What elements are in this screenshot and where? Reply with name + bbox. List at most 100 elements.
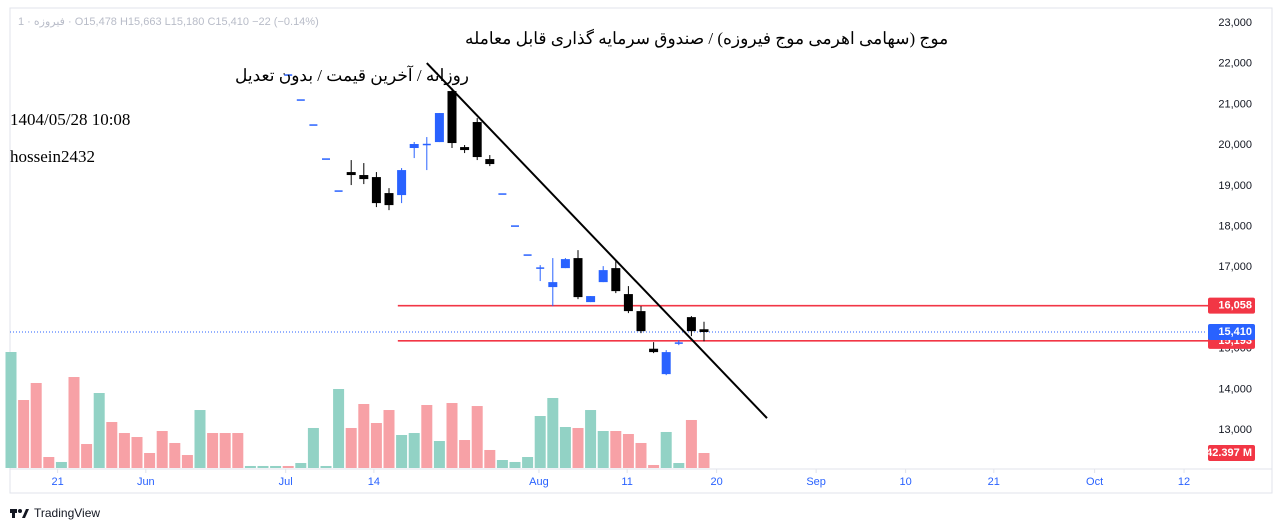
- x-tick-label: Aug: [529, 476, 549, 488]
- y-tick-label: 22,000: [1218, 58, 1252, 70]
- volume-bar: [673, 463, 685, 468]
- candle-body: [409, 144, 419, 149]
- candle-body: [623, 294, 633, 312]
- volume-bar: [509, 461, 521, 468]
- price-label: 15,410: [1218, 326, 1252, 338]
- volume-bar: [131, 437, 143, 468]
- y-tick-label: 18,000: [1218, 220, 1252, 232]
- x-tick-label: Jul: [279, 476, 293, 488]
- volume-label: 42.397 M: [1206, 447, 1252, 459]
- volume-bar: [106, 422, 118, 468]
- candle-body: [636, 311, 646, 332]
- candle-body: [649, 348, 659, 353]
- volume-bar: [169, 442, 181, 468]
- candle-body: [611, 268, 621, 292]
- volume-bar: [320, 465, 332, 468]
- volume-bar: [534, 415, 546, 468]
- volume-bar: [194, 410, 206, 468]
- volume-bar: [383, 410, 395, 468]
- volume-bar: [433, 441, 445, 468]
- volume-bar: [81, 444, 93, 468]
- plot: 13,00014,00015,00016,00017,00018,00019,0…: [5, 17, 1255, 488]
- volume-bar: [282, 465, 294, 468]
- candle-body: [548, 282, 558, 288]
- volume-bar: [547, 397, 559, 468]
- chart-title: موج (سهامی اهرمی موج فیروزه) / صندوق سرم…: [465, 28, 948, 49]
- chart-subtitle: روزانه / آخرین قیمت / بدون تعدیل: [235, 64, 469, 86]
- volume-bar: [396, 434, 408, 468]
- volume-bar: [572, 427, 584, 468]
- volume-bar: [43, 456, 55, 468]
- volume-bar: [156, 430, 168, 468]
- volume-bar: [345, 427, 357, 468]
- volume-bar: [270, 465, 282, 468]
- volume-bar: [459, 440, 471, 468]
- x-tick-label: 10: [899, 476, 911, 488]
- candle-body: [359, 175, 369, 180]
- volume-bar: [181, 455, 193, 468]
- volume-bar: [144, 453, 156, 468]
- x-tick-label: 14: [368, 476, 380, 488]
- volume-bar: [585, 410, 597, 468]
- candle-body: [472, 122, 482, 158]
- x-tick-label: 21: [988, 476, 1000, 488]
- candle-body: [447, 91, 457, 144]
- timestamp: 1404/05/28 10:08: [10, 110, 130, 129]
- candle-body: [586, 296, 596, 303]
- y-tick-label: 14,000: [1218, 383, 1252, 395]
- volume-bar: [295, 463, 307, 468]
- brand: TradingView: [34, 506, 100, 520]
- candle-body: [371, 177, 381, 204]
- x-tick-label: Jun: [137, 476, 155, 488]
- volume-bar: [5, 352, 17, 468]
- x-tick-label: 21: [51, 476, 63, 488]
- volume-bar: [496, 460, 508, 468]
- candle-body: [434, 113, 444, 143]
- frame: [9, 7, 1273, 494]
- y-tick-label: 21,000: [1218, 98, 1252, 110]
- volume-bar: [660, 431, 672, 468]
- volume-bar: [648, 464, 660, 468]
- candle-body: [346, 172, 356, 176]
- volume-bar: [18, 400, 30, 468]
- author: hossein2432: [10, 147, 95, 166]
- candle-body: [485, 159, 495, 165]
- volume-bar: [358, 404, 370, 468]
- volume-bar: [118, 433, 130, 468]
- volume-bar: [93, 393, 105, 468]
- y-tick-label: 23,000: [1218, 17, 1252, 29]
- volume-bar: [30, 382, 42, 468]
- volume-bar: [333, 389, 345, 468]
- volume-bar: [55, 461, 67, 468]
- volume-bar: [232, 433, 244, 468]
- candle-body: [397, 170, 407, 196]
- volume-bar: [597, 430, 609, 468]
- x-tick-label: Oct: [1086, 476, 1103, 488]
- candle-body: [661, 352, 671, 375]
- volume-bar: [207, 433, 219, 468]
- volume-bar: [471, 406, 483, 468]
- x-tick-label: 20: [710, 476, 722, 488]
- volume-bar: [559, 427, 571, 468]
- trendline: [426, 62, 768, 419]
- volume-bar: [635, 442, 647, 468]
- y-tick-label: 19,000: [1218, 180, 1252, 192]
- y-tick-label: 20,000: [1218, 139, 1252, 151]
- legend-line: 1 · فیروزه · O15,478 H15,663 L15,180 C15…: [18, 16, 319, 28]
- volume-bar: [307, 427, 319, 468]
- x-tick-label: 12: [1178, 476, 1190, 488]
- candle-body: [384, 193, 394, 206]
- x-tick-label: 11: [621, 476, 632, 488]
- volume-bar: [685, 419, 697, 468]
- y-tick-label: 17,000: [1218, 261, 1252, 273]
- candle-body: [598, 270, 608, 283]
- volume-bar: [610, 430, 622, 468]
- candle-body: [573, 258, 583, 298]
- volume-bar: [446, 403, 458, 468]
- volume-bar: [408, 433, 420, 468]
- volume-bar: [421, 404, 433, 468]
- level-box: [1208, 297, 1255, 314]
- volume-bar: [257, 465, 269, 468]
- volume-bar: [219, 433, 231, 468]
